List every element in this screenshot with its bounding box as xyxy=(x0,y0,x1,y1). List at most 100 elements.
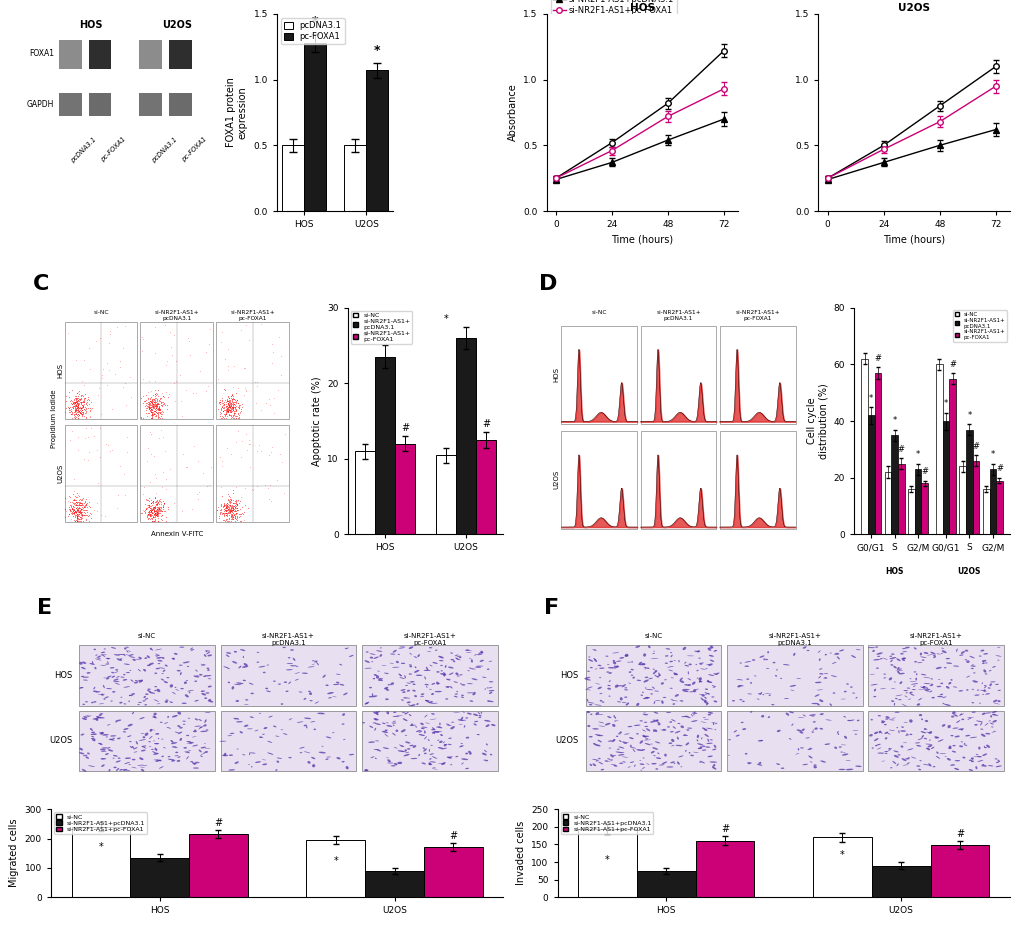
Ellipse shape xyxy=(902,764,908,766)
Point xyxy=(153,395,169,410)
Bar xyxy=(476,440,495,535)
Point xyxy=(65,395,82,410)
Ellipse shape xyxy=(707,648,711,649)
Ellipse shape xyxy=(156,748,157,751)
Ellipse shape xyxy=(309,700,313,701)
Point xyxy=(228,502,245,517)
Point xyxy=(214,325,230,339)
Point xyxy=(231,404,248,419)
Ellipse shape xyxy=(789,684,795,687)
Point xyxy=(68,509,85,524)
Ellipse shape xyxy=(228,770,234,771)
Point xyxy=(147,391,163,406)
Point xyxy=(150,508,166,523)
Ellipse shape xyxy=(691,712,697,714)
Ellipse shape xyxy=(208,699,211,701)
Ellipse shape xyxy=(489,754,492,756)
Ellipse shape xyxy=(698,761,700,763)
Point xyxy=(70,392,87,407)
Point xyxy=(102,327,118,341)
Point xyxy=(217,502,233,517)
Point xyxy=(237,384,254,399)
Point xyxy=(224,403,240,418)
Point xyxy=(189,487,205,502)
Ellipse shape xyxy=(953,768,958,771)
Ellipse shape xyxy=(464,725,465,728)
Text: D: D xyxy=(539,274,557,294)
Point xyxy=(64,501,81,516)
Point xyxy=(69,398,86,413)
Ellipse shape xyxy=(690,714,692,717)
Point xyxy=(150,405,166,420)
Point xyxy=(67,510,84,524)
Text: #: # xyxy=(995,464,1002,474)
Ellipse shape xyxy=(481,753,486,756)
Ellipse shape xyxy=(150,648,153,650)
Ellipse shape xyxy=(133,747,138,749)
Point xyxy=(223,503,239,518)
Point xyxy=(144,501,160,516)
Ellipse shape xyxy=(598,734,600,735)
Point xyxy=(141,498,157,512)
Ellipse shape xyxy=(700,669,705,670)
Point xyxy=(152,494,168,509)
Point xyxy=(219,394,235,409)
Point xyxy=(200,477,216,492)
Point xyxy=(72,404,89,419)
Point xyxy=(75,500,92,514)
Ellipse shape xyxy=(176,760,180,762)
Ellipse shape xyxy=(639,721,642,722)
Point xyxy=(63,405,79,420)
Ellipse shape xyxy=(904,696,907,697)
Ellipse shape xyxy=(178,665,182,666)
Point xyxy=(231,399,248,413)
Point xyxy=(225,401,242,415)
Ellipse shape xyxy=(893,666,896,669)
Point xyxy=(151,502,167,517)
Ellipse shape xyxy=(410,682,414,683)
Point xyxy=(158,358,174,373)
Point xyxy=(220,499,236,513)
Ellipse shape xyxy=(488,660,491,661)
Point xyxy=(147,395,163,410)
Point xyxy=(200,379,216,394)
Text: *: * xyxy=(604,856,609,866)
Point xyxy=(153,497,169,512)
Ellipse shape xyxy=(153,712,157,715)
Point xyxy=(68,508,85,523)
Point xyxy=(141,373,157,388)
Point xyxy=(142,403,158,418)
Point xyxy=(177,460,194,475)
Ellipse shape xyxy=(113,755,117,757)
Ellipse shape xyxy=(687,672,688,674)
Ellipse shape xyxy=(818,669,821,670)
Bar xyxy=(355,451,375,535)
Ellipse shape xyxy=(461,695,464,696)
Point xyxy=(224,503,240,518)
Point xyxy=(63,406,79,421)
Point xyxy=(144,501,160,516)
Ellipse shape xyxy=(877,715,880,717)
Ellipse shape xyxy=(898,672,904,674)
Point xyxy=(227,401,244,416)
Ellipse shape xyxy=(653,650,654,652)
Point xyxy=(159,502,175,517)
Point xyxy=(62,500,78,514)
Ellipse shape xyxy=(348,754,354,756)
Point xyxy=(153,395,169,410)
Ellipse shape xyxy=(950,764,954,766)
Ellipse shape xyxy=(183,682,186,684)
Ellipse shape xyxy=(920,686,924,688)
Ellipse shape xyxy=(850,655,855,658)
Point xyxy=(82,392,98,407)
Point xyxy=(76,409,93,424)
Point xyxy=(93,407,109,422)
Ellipse shape xyxy=(195,719,198,721)
Ellipse shape xyxy=(392,716,399,717)
Point xyxy=(61,385,77,400)
Point xyxy=(215,396,231,411)
Ellipse shape xyxy=(598,761,602,764)
Ellipse shape xyxy=(393,747,397,748)
Ellipse shape xyxy=(392,724,394,726)
Point xyxy=(65,492,82,507)
